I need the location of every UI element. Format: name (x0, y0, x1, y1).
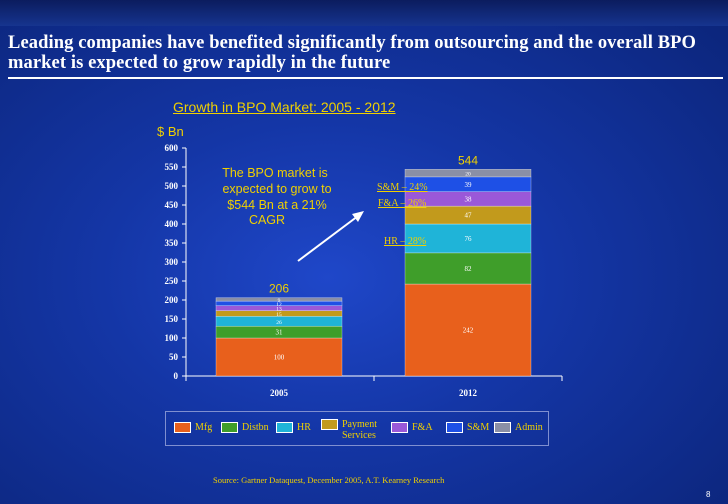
legend-item-hr: HR (276, 422, 311, 433)
y-tick-label: 350 (165, 238, 179, 248)
y-tick-label: 150 (165, 314, 179, 324)
y-tick-label: 0 (174, 371, 179, 381)
cagr-annotation-line: expected to grow to (222, 182, 331, 196)
bar-total-label: 206 (269, 282, 289, 296)
legend-label-admin: Admin (515, 422, 543, 433)
y-tick-label: 50 (169, 352, 179, 362)
legend-swatch-sm (446, 422, 463, 433)
y-tick-label: 450 (165, 200, 179, 210)
page-number: 8 (706, 490, 710, 499)
legend-item-fa: F&A (391, 422, 433, 433)
legend-swatch-distbn (221, 422, 238, 433)
data-label: 100 (274, 354, 285, 362)
share-annotation-sm-share: S&M – 24% (377, 182, 428, 193)
data-label: 15 (276, 312, 282, 318)
legend-label-sm: S&M (467, 422, 489, 433)
data-label: 242 (463, 327, 474, 335)
legend-label-payment-services: Payment Services (342, 419, 394, 441)
data-label: 47 (465, 212, 473, 220)
share-annotation-fa-share: F&A – 26% (378, 198, 426, 209)
legend-swatch-admin (494, 422, 511, 433)
growth-arrow-icon (298, 216, 358, 261)
legend-label-fa: F&A (412, 422, 433, 433)
y-tick-label: 300 (165, 257, 179, 267)
x-tick-label: 2012 (459, 388, 478, 398)
y-tick-label: 250 (165, 276, 179, 286)
legend-swatch-payment-services (321, 419, 338, 430)
legend-swatch-mfg (174, 422, 191, 433)
y-tick-label: 100 (165, 333, 179, 343)
cagr-annotation-line: CAGR (249, 213, 285, 227)
legend-label-distbn: Distbn (242, 422, 269, 433)
legend-item-distbn: Distbn (221, 422, 269, 433)
share-annotation-hr-share: HR – 28% (384, 236, 426, 247)
legend: Mfg Distbn HR Payment Services F&A S&M A… (165, 411, 549, 446)
y-tick-label: 600 (165, 143, 179, 153)
data-label: 9 (278, 298, 281, 304)
legend-swatch-hr (276, 422, 293, 433)
legend-item-admin: Admin (494, 422, 543, 433)
legend-item-sm: S&M (446, 422, 489, 433)
cagr-annotation-line: The BPO market is (222, 166, 328, 180)
legend-label-mfg: Mfg (195, 422, 212, 433)
data-label: 20 (465, 172, 471, 178)
data-label: 82 (465, 265, 473, 273)
source-note: Source: Gartner Dataquest, December 2005… (213, 475, 444, 485)
y-tick-label: 550 (165, 162, 179, 172)
legend-label-hr: HR (297, 422, 311, 433)
cagr-annotation-line: $544 Bn at a 21% (227, 198, 326, 212)
y-tick-label: 200 (165, 295, 179, 305)
data-label: 38 (465, 195, 473, 203)
bar-total-label: 544 (458, 153, 478, 167)
data-label: 31 (276, 329, 284, 337)
x-tick-label: 2005 (270, 388, 289, 398)
y-tick-label: 400 (165, 219, 179, 229)
legend-item-payment-services: Payment Services (321, 419, 394, 441)
legend-item-mfg: Mfg (174, 422, 212, 433)
data-label: 26 (276, 320, 282, 326)
y-tick-label: 500 (165, 181, 179, 191)
data-label: 39 (465, 181, 473, 189)
legend-swatch-fa (391, 422, 408, 433)
data-label: 76 (465, 235, 473, 243)
